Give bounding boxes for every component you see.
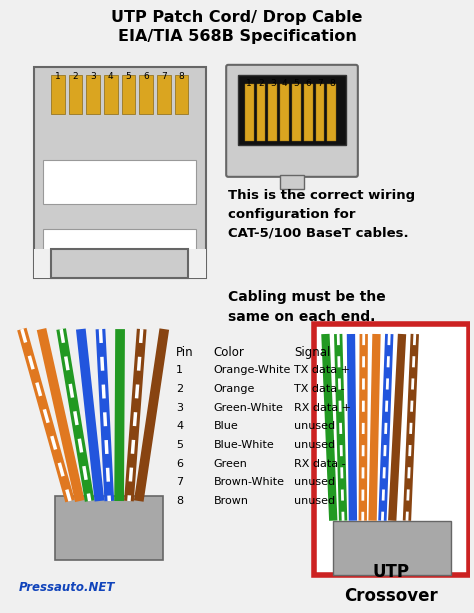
Text: 2: 2 xyxy=(258,78,264,88)
Bar xyxy=(121,75,135,114)
Bar xyxy=(34,67,206,278)
Text: 8: 8 xyxy=(329,78,335,88)
Text: 5: 5 xyxy=(293,78,299,88)
Text: unused: unused xyxy=(294,478,335,487)
Bar xyxy=(245,85,254,142)
Text: UTP
Crossover: UTP Crossover xyxy=(344,563,438,604)
Text: 2: 2 xyxy=(73,72,78,81)
Text: Brown: Brown xyxy=(213,496,248,506)
FancyBboxPatch shape xyxy=(226,65,358,177)
Bar xyxy=(34,248,51,278)
Text: 5: 5 xyxy=(176,440,183,450)
Bar xyxy=(69,75,82,114)
Text: 3: 3 xyxy=(90,72,96,81)
Text: Orange-White: Orange-White xyxy=(213,365,291,375)
Bar xyxy=(280,175,304,189)
Text: EIA/TIA 568B Specification: EIA/TIA 568B Specification xyxy=(118,29,356,45)
Text: 8: 8 xyxy=(179,72,184,81)
Bar xyxy=(188,248,206,278)
Text: This is the correct wiring
configuration for
CAT-5/100 BaseT cables.: This is the correct wiring configuration… xyxy=(228,189,415,240)
Bar xyxy=(238,75,346,145)
Text: 2: 2 xyxy=(176,384,183,394)
Text: 7: 7 xyxy=(176,478,183,487)
Bar xyxy=(328,85,336,142)
Bar xyxy=(268,85,277,142)
Text: 4: 4 xyxy=(282,78,287,88)
Text: 1: 1 xyxy=(246,78,252,88)
Text: 1: 1 xyxy=(176,365,183,375)
Text: Green-White: Green-White xyxy=(213,403,283,413)
Bar xyxy=(86,75,100,114)
Text: unused: unused xyxy=(294,422,335,432)
Bar xyxy=(314,324,469,575)
Bar xyxy=(292,85,301,142)
Text: 1: 1 xyxy=(55,72,61,81)
Bar xyxy=(44,229,196,268)
Text: unused: unused xyxy=(294,496,335,506)
Text: Cabling must be the
same on each end.: Cabling must be the same on each end. xyxy=(228,290,386,324)
Bar xyxy=(333,520,451,575)
Bar xyxy=(256,85,265,142)
Text: Blue-White: Blue-White xyxy=(213,440,274,450)
Text: 7: 7 xyxy=(317,78,323,88)
Text: Blue: Blue xyxy=(213,422,238,432)
Text: 4: 4 xyxy=(176,422,183,432)
Text: 6: 6 xyxy=(305,78,311,88)
Bar xyxy=(51,248,188,278)
Bar xyxy=(280,85,289,142)
Text: 7: 7 xyxy=(161,72,167,81)
Bar xyxy=(139,75,153,114)
Bar xyxy=(174,75,188,114)
Text: 3: 3 xyxy=(270,78,276,88)
Text: Brown-White: Brown-White xyxy=(213,478,284,487)
Text: Orange: Orange xyxy=(213,384,255,394)
Text: Pin: Pin xyxy=(176,346,194,359)
Text: 3: 3 xyxy=(176,403,183,413)
Text: TX data -: TX data - xyxy=(294,384,345,394)
Text: 6: 6 xyxy=(176,459,183,469)
Text: Signal: Signal xyxy=(294,346,330,359)
Bar xyxy=(316,85,324,142)
Text: 6: 6 xyxy=(143,72,149,81)
Bar xyxy=(51,75,64,114)
Bar xyxy=(55,496,164,560)
Text: 4: 4 xyxy=(108,72,114,81)
Text: unused: unused xyxy=(294,440,335,450)
Text: Pressauto.NET: Pressauto.NET xyxy=(19,581,115,595)
Text: 8: 8 xyxy=(176,496,183,506)
Bar xyxy=(104,75,118,114)
Text: UTP Patch Cord/ Drop Cable: UTP Patch Cord/ Drop Cable xyxy=(111,10,363,25)
Text: Green: Green xyxy=(213,459,247,469)
Bar xyxy=(157,75,171,114)
Bar xyxy=(44,160,196,204)
Text: RX data +: RX data + xyxy=(294,403,351,413)
Bar xyxy=(304,85,313,142)
Text: Color: Color xyxy=(213,346,244,359)
Text: TX data +: TX data + xyxy=(294,365,350,375)
Text: 5: 5 xyxy=(126,72,131,81)
Text: RX data -: RX data - xyxy=(294,459,346,469)
